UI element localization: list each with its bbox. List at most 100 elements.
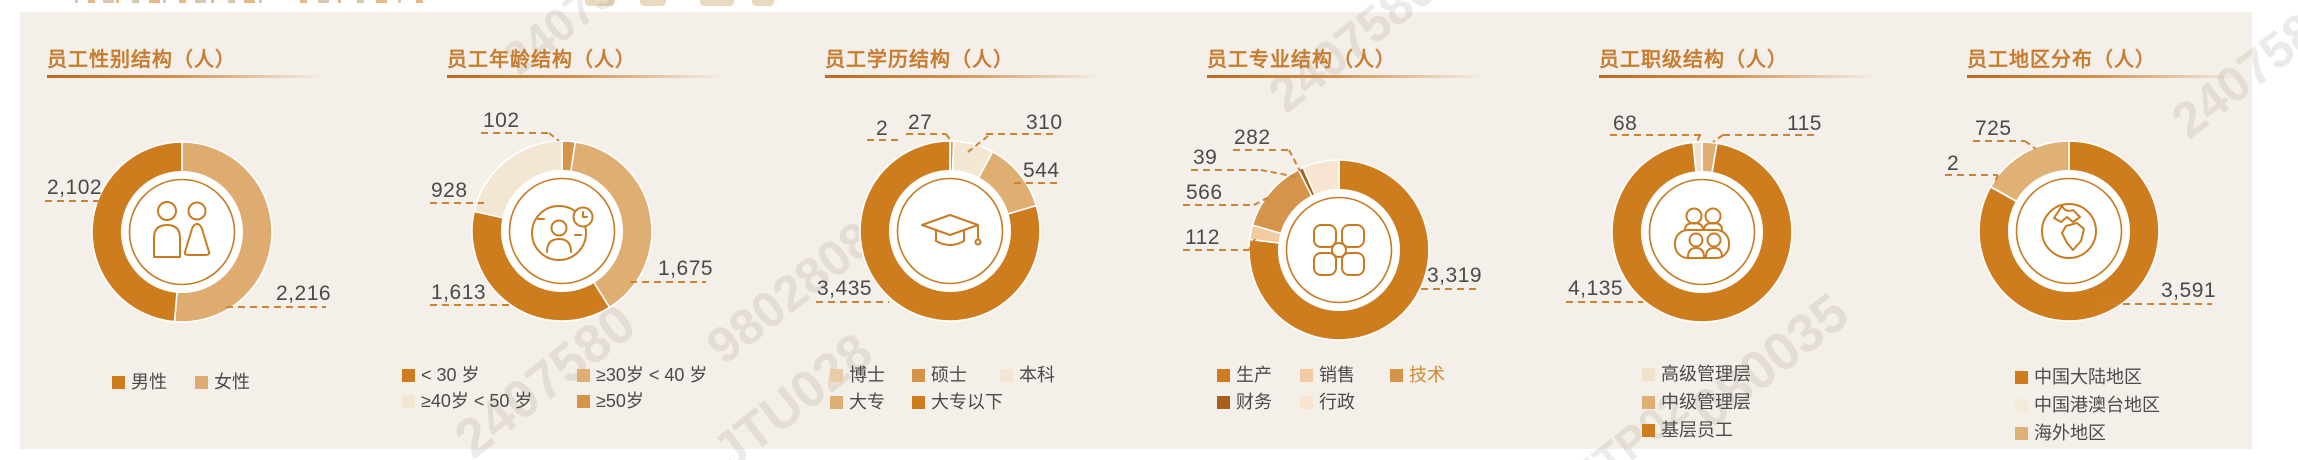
value-callout: 2,216 [276, 282, 332, 305]
chart-title: 员工专业结构（人） [1207, 49, 1396, 71]
legend-item-中级管理层[interactable]: 中级管理层 [1642, 392, 1751, 412]
legend-swatch [402, 368, 415, 382]
value-callout: 1,613 [431, 281, 487, 304]
inner-ring [2015, 177, 2123, 285]
legend-item-中国大陆地区[interactable]: 中国大陆地区 [2015, 367, 2142, 387]
title-underline [825, 75, 1101, 78]
clipped-glyph-remnant [75, 0, 78, 3]
legend-item-大专[interactable]: 大专 [830, 392, 885, 412]
value-callout: 2,102 [47, 176, 103, 199]
value-callout: 282 [1234, 126, 1271, 149]
legend-item-博士[interactable]: 博士 [830, 365, 885, 385]
value-callout: 566 [1186, 181, 1223, 204]
legend-swatch [1642, 395, 1655, 409]
value-callout: 3,435 [817, 277, 873, 300]
legend-item-硕士[interactable]: 硕士 [912, 365, 967, 385]
legend-label: 高级管理层 [1661, 364, 1751, 384]
chart-title: 员工年龄结构（人） [447, 49, 636, 71]
clipped-glyph-remnant [357, 0, 364, 3]
clipped-glyph-remnant [338, 0, 341, 3]
legend-item-生产[interactable]: 生产 [1217, 365, 1272, 385]
clipped-glyph-remnant [88, 0, 95, 3]
clipped-glyph-remnant [149, 0, 160, 3]
value-callout: 928 [431, 179, 468, 202]
title-underline [1207, 75, 1483, 78]
legend-item-< 30 岁[interactable]: < 30 岁 [402, 365, 480, 385]
legend-swatch [2015, 426, 2028, 440]
chart-title: 员工学历结构（人） [825, 49, 1014, 71]
title-underline [1967, 75, 2243, 78]
legend-label: 生产 [1236, 365, 1272, 385]
legend-swatch [1642, 367, 1655, 381]
clipped-glyph-remnant [398, 0, 401, 3]
legend-swatch [577, 394, 590, 408]
legend-item-本科[interactable]: 本科 [1000, 365, 1055, 385]
legend-item-技术[interactable]: 技术 [1390, 365, 1445, 385]
legend-item-≥30岁 < 40 岁[interactable]: ≥30岁 < 40 岁 [577, 365, 707, 385]
clipped-glyph-remnant [585, 0, 615, 6]
clipped-glyph-remnant [163, 0, 166, 3]
clipped-glyph-remnant [700, 0, 734, 6]
donut-chart[interactable]: ≥50岁: 102≥30岁 < 40 岁: 1675< 30 岁: 1613≥4… [462, 131, 662, 331]
legend-label: 财务 [1236, 392, 1272, 412]
legend-label: < 30 岁 [421, 365, 480, 385]
clipped-glyph-remnant [376, 0, 387, 3]
rank-icon [1674, 207, 1730, 259]
donut-chart[interactable]: 中级管理层: 115基层员工: 4135高级管理层: 68 [1602, 132, 1802, 332]
legend-swatch [912, 368, 925, 382]
legend-item-海外地区[interactable]: 海外地区 [2015, 423, 2106, 443]
legend-label: 大专以下 [931, 392, 1003, 412]
value-callout: 2 [876, 117, 889, 140]
inner-ring [128, 178, 236, 286]
legend-item-财务[interactable]: 财务 [1217, 392, 1272, 412]
legend-item-≥40岁 < 50 岁[interactable]: ≥40岁 < 50 岁 [402, 391, 532, 411]
legend-label: ≥30岁 < 40 岁 [596, 365, 708, 385]
donut-chart[interactable]: 生产: 3319销售: 112技术: 566财务: 39行政: 282 [1239, 150, 1439, 350]
legend-label: 行政 [1319, 392, 1355, 412]
legend-item-中国港澳台地区[interactable]: 中国港澳台地区 [2015, 395, 2160, 415]
value-callout: 27 [908, 111, 933, 134]
inner-ring [1285, 196, 1393, 304]
legend-item-基层员工[interactable]: 基层员工 [1642, 420, 1733, 440]
clipped-glyph-remnant [116, 0, 119, 3]
value-callout: 4,135 [1568, 277, 1624, 300]
globe-icon [2041, 203, 2097, 259]
legend-item-销售[interactable]: 销售 [1300, 365, 1355, 385]
legend-swatch [2015, 370, 2028, 384]
profession-icon [1313, 224, 1365, 276]
legend-item-高级管理层[interactable]: 高级管理层 [1642, 364, 1751, 384]
value-callout: 1,675 [658, 257, 714, 280]
clipped-glyph-remnant [640, 0, 666, 6]
legend-label: 硕士 [931, 365, 967, 385]
legend-swatch [912, 395, 925, 409]
legend-label: 海外地区 [2034, 423, 2106, 443]
donut-hole [501, 170, 623, 292]
title-underline [1599, 75, 1875, 78]
clipped-glyph-remnant [244, 0, 255, 3]
clipped-glyph-remnant [132, 0, 139, 3]
legend-item-≥50岁[interactable]: ≥50岁 [577, 391, 644, 411]
clipped-glyph-remnant [318, 0, 329, 3]
legend-swatch [1390, 368, 1403, 382]
donut-chart[interactable]: 女性: 2216男性: 2102 [82, 132, 282, 332]
donut-hole [1641, 171, 1763, 293]
legend-label: 技术 [1409, 365, 1445, 385]
donut-chart[interactable]: 中国大陆地区: 3591中国港澳台地区: 2海外地区: 725 [1969, 131, 2169, 331]
value-callout: 2 [1947, 152, 1960, 175]
legend-label: 基层员工 [1661, 420, 1733, 440]
legend-label: 男性 [131, 372, 167, 392]
legend-item-男性[interactable]: 男性 [112, 372, 167, 392]
value-callout: 102 [483, 109, 520, 132]
inner-ring [1648, 178, 1756, 286]
legend-label: ≥50岁 [596, 391, 644, 411]
legend-item-行政[interactable]: 行政 [1300, 392, 1355, 412]
legend-item-女性[interactable]: 女性 [195, 372, 250, 392]
donut-chart[interactable]: 博士: 2硕士: 27本科: 310大专: 544大专以下: 3435 [850, 131, 1050, 331]
value-callout: 68 [1613, 112, 1638, 135]
legend-label: ≥40岁 < 50 岁 [421, 391, 533, 411]
legend-swatch [402, 394, 415, 408]
value-callout: 3,591 [2161, 279, 2217, 302]
gender-icon [153, 201, 211, 258]
legend-item-大专以下[interactable]: 大专以下 [912, 392, 1003, 412]
